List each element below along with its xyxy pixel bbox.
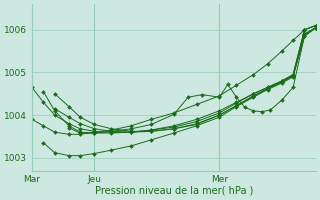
X-axis label: Pression niveau de la mer( hPa ): Pression niveau de la mer( hPa ) [95,186,253,196]
